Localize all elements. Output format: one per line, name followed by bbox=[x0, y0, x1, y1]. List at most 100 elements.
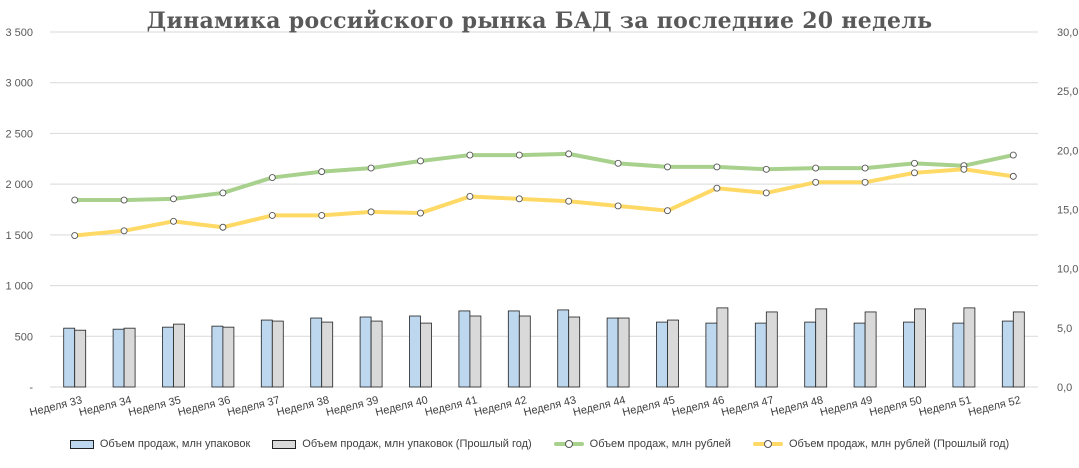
point-previous bbox=[367, 208, 375, 216]
point-current bbox=[417, 157, 424, 165]
x-tick-label: Неделя 36 bbox=[177, 394, 232, 419]
point-previous bbox=[417, 209, 424, 217]
y2-tick-label: 5,0 bbox=[1057, 323, 1072, 335]
x-tick-label: Неделя 37 bbox=[226, 394, 281, 419]
bar-current bbox=[112, 328, 125, 388]
bar-current bbox=[606, 317, 619, 388]
point-previous bbox=[466, 193, 474, 200]
legend-swatch bbox=[553, 438, 584, 450]
bar-previous bbox=[469, 315, 482, 388]
point-current bbox=[515, 151, 523, 159]
legend-item: Объем продаж, млн рублей (Прошлый год) bbox=[752, 438, 1010, 450]
point-current bbox=[664, 163, 671, 171]
bar-previous bbox=[667, 319, 679, 388]
legend-label: Объем продаж, млн рублей (Прошлый год) bbox=[788, 438, 1010, 450]
bar-current bbox=[260, 319, 273, 388]
bar-previous bbox=[420, 322, 432, 388]
point-previous bbox=[565, 197, 573, 205]
point-previous bbox=[71, 232, 79, 239]
legend-label: Объем продаж, млн упаковок bbox=[99, 438, 251, 450]
bar-current bbox=[211, 325, 224, 388]
bar-current bbox=[903, 321, 915, 388]
bar-previous bbox=[370, 320, 383, 388]
x-tick-label: Неделя 52 bbox=[967, 394, 1022, 419]
y2-tick-label: 15,0 bbox=[1057, 205, 1078, 217]
point-previous bbox=[812, 178, 820, 186]
legend-item: Объем продаж, млн упаковок bbox=[69, 438, 251, 450]
bar-current bbox=[162, 326, 174, 388]
x-tick-label: Неделя 48 bbox=[769, 394, 824, 419]
point-previous bbox=[664, 207, 671, 215]
x-tick-label: Неделя 44 bbox=[572, 394, 627, 419]
bar-previous bbox=[815, 308, 828, 388]
y-tick-label: 3 500 bbox=[5, 27, 33, 39]
bar-previous bbox=[568, 316, 581, 388]
legend-label: Объем продаж, млн упаковок (Прошлый год) bbox=[302, 438, 532, 450]
x-tick-label: Неделя 39 bbox=[325, 394, 380, 419]
point-current bbox=[911, 159, 918, 167]
point-current bbox=[713, 163, 721, 171]
point-previous bbox=[1009, 172, 1017, 180]
bar-previous bbox=[617, 317, 630, 388]
x-tick-label: Неделя 46 bbox=[671, 394, 726, 419]
y-tick-label: 1 000 bbox=[5, 281, 33, 293]
bar-previous bbox=[864, 311, 877, 388]
y-tick-label: 3 000 bbox=[5, 78, 33, 90]
bar-previous bbox=[321, 321, 334, 388]
bar-previous bbox=[518, 315, 531, 388]
legend-label: Объем продаж, млн рублей bbox=[589, 438, 731, 450]
bar-current bbox=[359, 316, 372, 388]
x-tick-label: Неделя 35 bbox=[127, 394, 182, 419]
point-previous bbox=[515, 195, 523, 203]
point-current bbox=[614, 159, 622, 167]
bar-current bbox=[853, 322, 866, 388]
legend-swatch bbox=[272, 439, 297, 449]
x-tick-label: Неделя 45 bbox=[621, 394, 676, 419]
y2-tick-label: 0,0 bbox=[1057, 382, 1072, 394]
bar-previous bbox=[963, 307, 976, 388]
point-current bbox=[861, 164, 869, 172]
point-current bbox=[466, 151, 474, 159]
bar-previous bbox=[74, 329, 87, 388]
point-current bbox=[812, 164, 820, 172]
x-tick-label: Неделя 50 bbox=[868, 394, 923, 419]
bar-previous bbox=[222, 326, 235, 388]
legend-item: Объем продаж, млн рублей bbox=[553, 438, 731, 450]
y2-tick-label: 30,0 bbox=[1057, 27, 1078, 39]
bar-current bbox=[458, 310, 471, 388]
y-tick-label: 500 bbox=[15, 331, 33, 343]
bar-previous bbox=[765, 311, 778, 388]
point-previous bbox=[861, 178, 869, 186]
x-tick-label: Неделя 33 bbox=[28, 394, 83, 419]
bar-previous bbox=[1012, 311, 1025, 388]
point-current bbox=[762, 165, 770, 173]
point-previous bbox=[960, 165, 968, 173]
legend-swatch bbox=[752, 438, 783, 450]
bar-current bbox=[754, 322, 767, 388]
point-previous bbox=[219, 223, 227, 231]
point-current bbox=[170, 195, 177, 203]
y-tick-label: - bbox=[29, 382, 33, 394]
chart-legend: Объем продаж, млн упаковок Объем продаж, … bbox=[0, 433, 1079, 455]
y-tick-label: 2 500 bbox=[5, 128, 33, 140]
point-previous bbox=[713, 184, 721, 192]
bar-current bbox=[63, 327, 76, 388]
y2-tick-label: 10,0 bbox=[1057, 264, 1078, 276]
y-tick-label: 1 500 bbox=[5, 230, 33, 242]
bar-current bbox=[310, 317, 323, 388]
point-current bbox=[120, 196, 128, 204]
x-tick-label: Неделя 41 bbox=[424, 394, 479, 419]
point-previous bbox=[911, 169, 918, 177]
bar-current bbox=[507, 310, 520, 388]
x-tick-label: Неделя 47 bbox=[720, 394, 775, 419]
x-tick-label: Неделя 43 bbox=[522, 394, 577, 419]
chart-title: Динамика российского рынка БАД за послед… bbox=[146, 8, 933, 34]
bar-current bbox=[557, 309, 570, 388]
point-previous bbox=[762, 189, 770, 197]
point-previous bbox=[170, 217, 177, 225]
y-tick-label: 2 000 bbox=[5, 179, 33, 191]
line-current bbox=[72, 151, 1016, 203]
bar-current bbox=[1001, 320, 1014, 388]
bar-previous bbox=[914, 308, 926, 388]
